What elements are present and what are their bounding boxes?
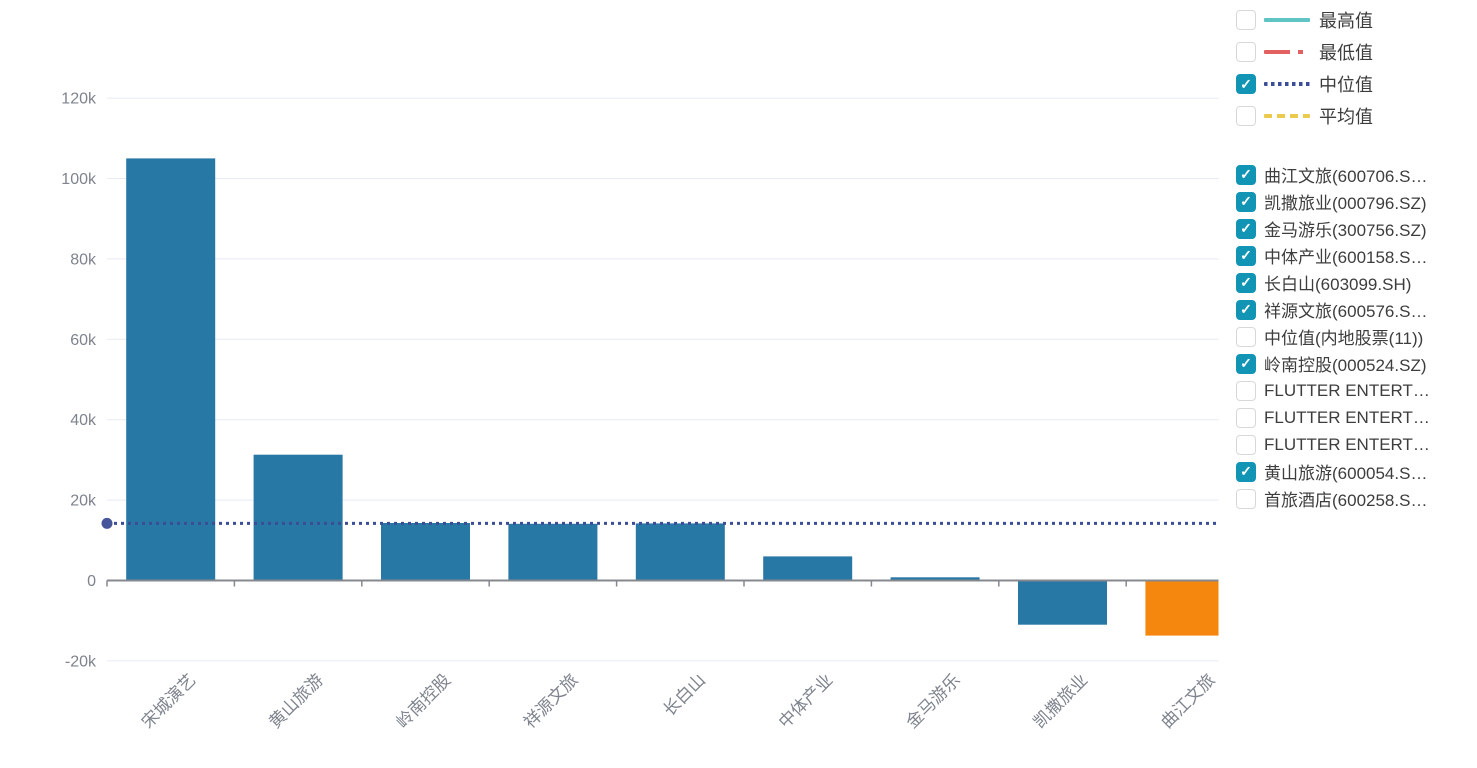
legend-label: 首旅酒店(600258.S…	[1264, 491, 1428, 510]
legend-item-series-0[interactable]: ✓ 曲江文旅(600706.S…	[1236, 161, 1430, 188]
unchecked-checkbox[interactable]	[1236, 380, 1256, 401]
legend-item-series-8[interactable]: FLUTTER ENTERT…	[1236, 377, 1430, 404]
legend-label: FLUTTER ENTERT…	[1264, 380, 1430, 400]
legend-item-series-2[interactable]: ✓ 金马游乐(300756.SZ)	[1236, 215, 1430, 242]
y-axis-tick-label: 0	[87, 573, 96, 590]
legend-label: 祥源文旅(600576.S…	[1264, 302, 1428, 321]
legend-item-series-7[interactable]: ✓ 岭南控股(000524.SZ)	[1236, 350, 1430, 377]
x-axis-category-label: 祥源文旅	[520, 670, 582, 732]
legend-label: 中位值	[1319, 75, 1373, 95]
legend-item-series-9[interactable]: FLUTTER ENTERT…	[1236, 404, 1430, 431]
legend-item-中位值[interactable]: ✓ 中位值	[1236, 68, 1373, 100]
x-axis-category-label: 岭南控股	[393, 670, 455, 732]
bar-长白山[interactable]	[635, 523, 725, 581]
legend-label: 金马游乐(300756.SZ)	[1264, 221, 1427, 240]
bar-凯撒旅业[interactable]	[1018, 580, 1107, 625]
x-axis-category-label: 宋城演艺	[138, 670, 200, 732]
legend-line-icon	[1264, 114, 1310, 118]
legend-item-series-12[interactable]: 首旅酒店(600258.S…	[1236, 485, 1430, 512]
checked-checkbox[interactable]: ✓	[1236, 191, 1256, 212]
y-axis-tick-label: 120k	[61, 91, 97, 108]
y-axis-tick-label: -20k	[65, 653, 97, 670]
legend-item-series-10[interactable]: FLUTTER ENTERT…	[1236, 431, 1430, 458]
bar-chart: 120k 100k 80k 60k 40k 20k 0 -20k 宋城演艺 黄山旅游 岭南控股 祥源文…	[61, 91, 1219, 732]
bar-岭南控股[interactable]	[381, 523, 470, 581]
x-axis-category-label: 黄山旅游	[265, 670, 327, 732]
legend-item-series-5[interactable]: ✓ 祥源文旅(600576.S…	[1236, 296, 1430, 323]
unchecked-checkbox[interactable]	[1236, 42, 1256, 62]
legend-label: 凯撒旅业(000796.SZ)	[1264, 194, 1427, 213]
checked-checkbox[interactable]: ✓	[1236, 299, 1256, 320]
unchecked-checkbox[interactable]	[1236, 106, 1256, 126]
legend-item-series-4[interactable]: ✓ 长白山(603099.SH)	[1236, 269, 1430, 296]
y-axis-tick-label: 100k	[61, 171, 97, 188]
unchecked-checkbox[interactable]	[1236, 488, 1256, 509]
legend-item-series-6[interactable]: 中位值(内地股票(11))	[1236, 323, 1430, 350]
legend-line-icon	[1264, 50, 1310, 54]
unchecked-checkbox[interactable]	[1236, 10, 1256, 30]
checked-checkbox[interactable]: ✓	[1236, 218, 1256, 239]
y-axis-tick-label: 40k	[70, 412, 97, 429]
checked-checkbox[interactable]: ✓	[1236, 74, 1256, 94]
legend-item-series-3[interactable]: ✓ 中体产业(600158.S…	[1236, 242, 1430, 269]
bar-中体产业[interactable]	[763, 556, 853, 581]
legend-series: ✓ 曲江文旅(600706.S… ✓ 凯撒旅业(000796.SZ) ✓ 金马游乐(300…	[1236, 161, 1430, 512]
legend-label: 中位值(内地股票(11))	[1264, 329, 1424, 348]
bar-宋城演艺[interactable]	[126, 158, 216, 581]
legend-label: 曲江文旅(600706.S…	[1264, 167, 1428, 186]
x-axis-category-label: 金马游乐	[902, 670, 964, 732]
checked-checkbox[interactable]: ✓	[1236, 272, 1256, 293]
bar-金马游乐[interactable]	[890, 577, 980, 581]
legend-label: 最低值	[1319, 43, 1373, 63]
legend-label: 长白山(603099.SH)	[1264, 275, 1412, 294]
legend-line-icon	[1264, 18, 1310, 22]
bar-曲江文旅[interactable]	[1145, 580, 1219, 636]
x-axis-category-label: 长白山	[660, 670, 709, 719]
y-axis-tick-label: 60k	[70, 332, 97, 349]
legend-label: 平均值	[1319, 107, 1373, 127]
legend-stats: 最高值最低值 ✓ 中位值平均值	[1236, 4, 1373, 132]
checked-checkbox[interactable]: ✓	[1236, 245, 1256, 266]
median-line-marker[interactable]	[101, 517, 113, 529]
legend-label: FLUTTER ENTERT…	[1264, 434, 1430, 454]
y-axis-tick-label: 20k	[70, 493, 97, 510]
legend-item-最高值[interactable]: 最高值	[1236, 4, 1373, 36]
x-axis-category-label: 凯撒旅业	[1030, 670, 1092, 732]
x-axis-category-label: 中体产业	[775, 670, 837, 732]
unchecked-checkbox[interactable]	[1236, 407, 1256, 428]
checked-checkbox[interactable]: ✓	[1236, 353, 1256, 374]
legend-label: 最高值	[1319, 11, 1373, 31]
unchecked-checkbox[interactable]	[1236, 326, 1256, 347]
bar-黄山旅游[interactable]	[253, 454, 343, 581]
legend-item-series-1[interactable]: ✓ 凯撒旅业(000796.SZ)	[1236, 188, 1430, 215]
checked-checkbox[interactable]: ✓	[1236, 164, 1256, 185]
unchecked-checkbox[interactable]	[1236, 434, 1256, 455]
legend-item-平均值[interactable]: 平均值	[1236, 100, 1373, 132]
legend-label: 黄山旅游(600054.S…	[1264, 464, 1428, 483]
legend-label: 中体产业(600158.S…	[1264, 248, 1428, 267]
x-axis-category-label: 曲江文旅	[1157, 670, 1219, 732]
bar-祥源文旅[interactable]	[508, 523, 598, 581]
y-axis-tick-label: 80k	[70, 251, 97, 268]
legend-label: FLUTTER ENTERT…	[1264, 407, 1430, 427]
legend-item-series-11[interactable]: ✓ 黄山旅游(600054.S…	[1236, 458, 1430, 485]
legend-item-最低值[interactable]: 最低值	[1236, 36, 1373, 68]
checked-checkbox[interactable]: ✓	[1236, 461, 1256, 482]
legend-line-icon	[1264, 82, 1310, 86]
legend-label: 岭南控股(000524.SZ)	[1264, 356, 1427, 375]
